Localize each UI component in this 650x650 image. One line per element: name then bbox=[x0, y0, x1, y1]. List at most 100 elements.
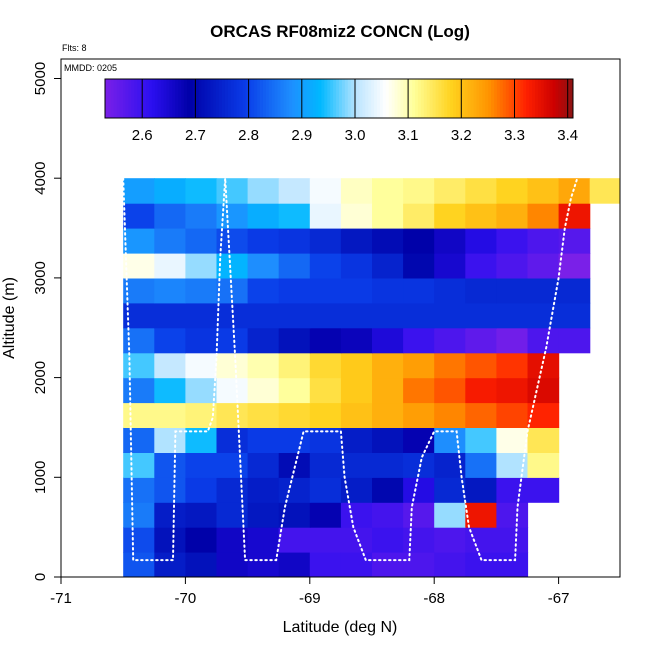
colorbar-segment bbox=[210, 79, 214, 118]
colorbar-segment bbox=[166, 79, 170, 118]
heatmap-cell bbox=[185, 253, 218, 279]
heatmap-cell bbox=[123, 253, 155, 279]
colorbar-segment bbox=[213, 79, 217, 118]
heatmap-cell bbox=[496, 352, 529, 379]
colorbar-segment bbox=[420, 79, 425, 118]
colorbar-segment bbox=[143, 79, 147, 118]
heatmap-cell bbox=[309, 527, 342, 553]
colorbar-segment bbox=[230, 79, 235, 118]
colorbar-segment bbox=[505, 79, 510, 118]
heatmap-cell bbox=[434, 228, 466, 254]
colorbar-segment bbox=[330, 79, 334, 118]
heatmap-cell bbox=[216, 352, 249, 379]
colorbar-segment bbox=[561, 79, 565, 118]
colorbar-segment bbox=[417, 79, 422, 118]
heatmap-cell bbox=[372, 452, 404, 478]
heatmap-cell bbox=[247, 427, 280, 453]
y-tick-label: 2000 bbox=[32, 361, 49, 394]
heatmap-cell bbox=[465, 302, 497, 329]
heatmap-cell bbox=[372, 377, 404, 404]
heatmap-cell bbox=[216, 427, 249, 453]
colorbar-segment bbox=[274, 79, 278, 118]
colorbar-segment bbox=[444, 79, 448, 118]
heatmap-cell bbox=[154, 552, 186, 577]
colorbar-segment bbox=[347, 79, 352, 118]
colorbar-segment bbox=[482, 79, 486, 118]
heatmap-cell bbox=[403, 502, 435, 528]
heatmap-cell bbox=[185, 552, 218, 577]
heatmap-cell bbox=[465, 502, 497, 528]
colorbar-segment bbox=[145, 79, 150, 118]
colorbar-segment bbox=[186, 79, 191, 118]
heatmap-cell bbox=[185, 377, 218, 404]
heatmap-cell bbox=[216, 402, 249, 428]
heatmap-cell bbox=[278, 327, 311, 354]
heatmap-cell bbox=[340, 527, 373, 553]
colorbar-segment bbox=[549, 79, 553, 118]
colorbar-segment bbox=[409, 79, 413, 118]
heatmap-cell bbox=[527, 302, 560, 329]
colorbar-segment bbox=[183, 79, 188, 118]
heatmap-cell bbox=[247, 502, 280, 528]
colorbar-segment bbox=[558, 79, 562, 118]
colorbar-segment bbox=[333, 79, 337, 118]
heatmap-cell bbox=[434, 477, 466, 503]
colorbar-segment bbox=[181, 79, 185, 118]
y-axis: 0 1000 2000 3000 4000 5000 bbox=[32, 62, 62, 581]
heatmap-cell bbox=[185, 452, 218, 478]
heatmap-cell bbox=[340, 327, 373, 354]
colorbar-segment bbox=[432, 79, 436, 118]
heatmap-cell bbox=[309, 253, 342, 279]
heatmap-cell bbox=[496, 377, 529, 404]
heatmap-cell bbox=[434, 352, 466, 379]
heatmap-cell bbox=[403, 203, 435, 229]
heatmap-cell bbox=[465, 427, 497, 453]
colorbar-segment bbox=[204, 79, 208, 118]
heatmap-cell bbox=[309, 277, 342, 304]
colorbar-segment bbox=[178, 79, 182, 118]
x-axis-label: Latitude (deg N) bbox=[283, 619, 398, 636]
heatmap-cell bbox=[185, 352, 218, 379]
colorbar-segment bbox=[400, 79, 404, 118]
colorbar-segment bbox=[327, 79, 331, 118]
heatmap-cell bbox=[527, 427, 560, 453]
heatmap-cell bbox=[527, 477, 560, 503]
heatmap-cell bbox=[465, 352, 497, 379]
colorbar-segment bbox=[271, 79, 276, 118]
colorbar-segment bbox=[447, 79, 451, 118]
heatmap-cell bbox=[309, 477, 342, 503]
heatmap-cell bbox=[496, 178, 529, 204]
heatmap-cell bbox=[247, 277, 280, 304]
heatmap-cell bbox=[340, 427, 373, 453]
colorbar-segment bbox=[496, 79, 501, 118]
heatmap-cell bbox=[278, 452, 311, 478]
colorbar-segment bbox=[470, 79, 474, 118]
colorbar-segment bbox=[435, 79, 439, 118]
colorbar-segment bbox=[175, 79, 179, 118]
heatmap-cell bbox=[372, 352, 404, 379]
colorbar-segment bbox=[295, 79, 299, 118]
colorbar-segment bbox=[485, 79, 489, 118]
heatmap-cell bbox=[185, 402, 218, 428]
colorbar-segment bbox=[394, 79, 398, 118]
heatmap-cell bbox=[434, 552, 466, 577]
heatmap-cell bbox=[185, 502, 218, 528]
colorbar-segment bbox=[508, 79, 512, 118]
colorbar-segment bbox=[473, 79, 477, 118]
colorbar-segment bbox=[251, 79, 255, 118]
heatmap-cell bbox=[185, 527, 218, 553]
heatmap-cell bbox=[123, 178, 155, 204]
heatmap-cell bbox=[340, 203, 373, 229]
heatmap-cell bbox=[340, 552, 373, 577]
heatmap-cell bbox=[216, 477, 249, 503]
colorbar-segment bbox=[131, 79, 135, 118]
colorbar-segment bbox=[119, 79, 123, 118]
colorbar-segment bbox=[125, 79, 129, 118]
heatmap-cell bbox=[403, 377, 435, 404]
heatmap-cell bbox=[340, 402, 373, 428]
heatmap-cell bbox=[496, 228, 529, 254]
colorbar-segment bbox=[532, 79, 536, 118]
colorbar-segment bbox=[458, 79, 463, 118]
colorbar-tick-label: 3.3 bbox=[504, 127, 525, 144]
heatmap-cell bbox=[465, 228, 497, 254]
